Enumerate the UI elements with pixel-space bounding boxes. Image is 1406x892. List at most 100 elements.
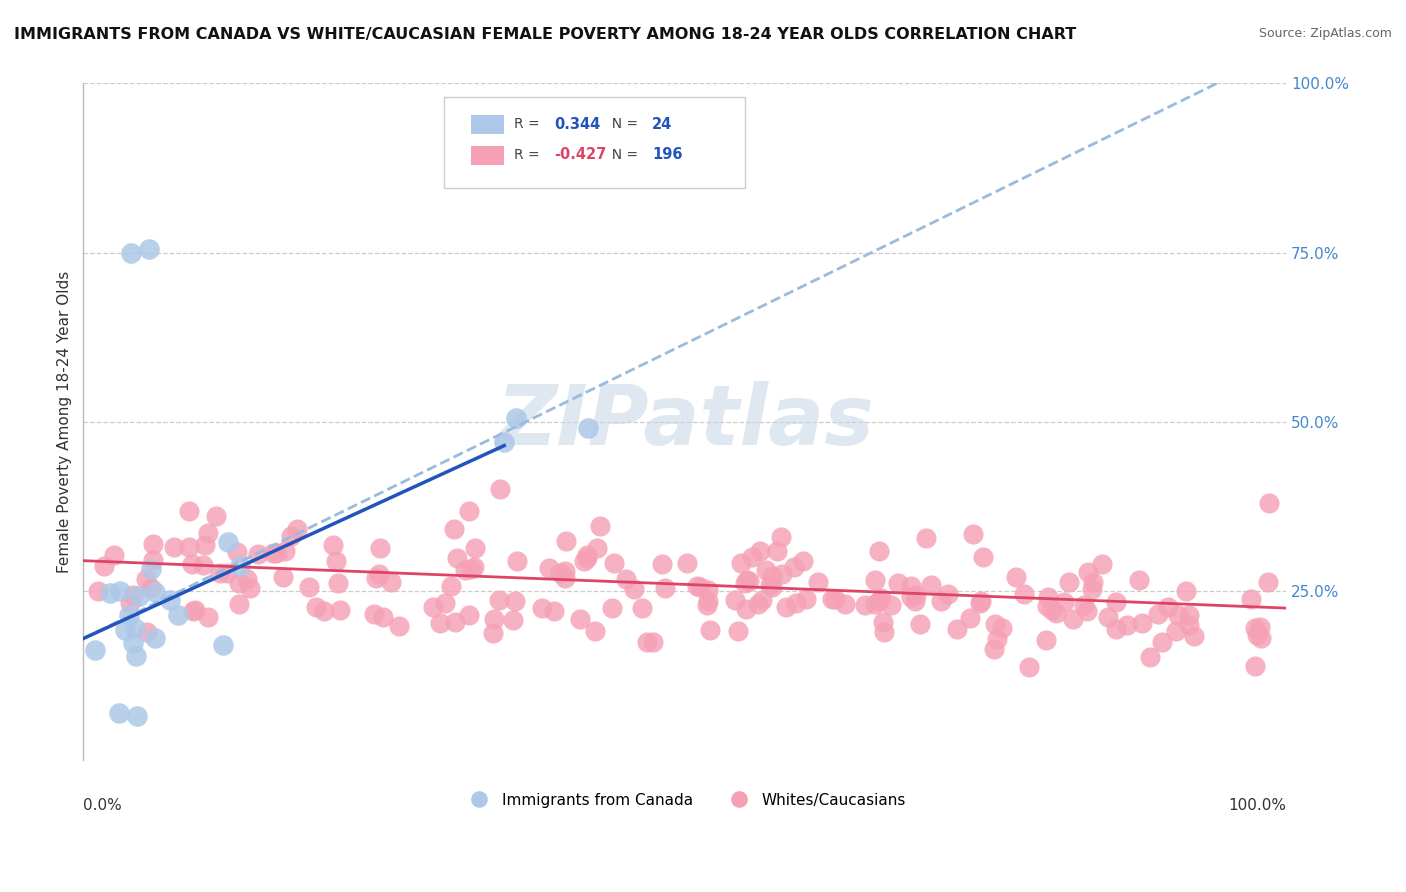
Point: [135, 572, 157, 586]
Point: [298, 580, 321, 594]
Point: [904, 588, 927, 602]
Point: [460, 562, 482, 576]
Point: [821, 591, 844, 606]
Point: [730, 556, 752, 570]
Point: [689, 580, 711, 594]
Point: [228, 597, 250, 611]
Point: [366, 571, 388, 585]
Point: [946, 622, 969, 636]
Point: [1091, 558, 1114, 572]
Point: [749, 543, 772, 558]
Point: [120, 245, 142, 260]
Point: [853, 599, 876, 613]
Point: [443, 522, 465, 536]
Point: [735, 601, 758, 615]
Text: N =: N =: [603, 117, 643, 131]
Point: [727, 624, 749, 639]
Point: [962, 527, 984, 541]
Point: [1076, 603, 1098, 617]
Point: [1257, 574, 1279, 589]
Point: [1073, 598, 1095, 612]
Point: [125, 648, 148, 663]
Point: [530, 601, 553, 615]
Point: [271, 570, 294, 584]
Text: 0.344: 0.344: [555, 117, 600, 131]
Point: [388, 619, 411, 633]
Point: [970, 594, 993, 608]
Point: [616, 572, 638, 586]
Point: [792, 554, 814, 568]
Point: [770, 530, 793, 544]
Point: [440, 579, 463, 593]
Point: [734, 575, 756, 590]
Point: [463, 560, 485, 574]
Point: [177, 540, 200, 554]
Point: [936, 586, 959, 600]
Point: [1035, 632, 1057, 647]
Text: ZIPatlas: ZIPatlas: [496, 382, 873, 462]
Point: [429, 616, 451, 631]
Point: [142, 553, 165, 567]
Point: [98, 585, 121, 599]
Point: [636, 635, 658, 649]
Text: R =: R =: [513, 117, 544, 131]
Point: [775, 599, 797, 614]
Point: [920, 577, 942, 591]
Text: 0.0%: 0.0%: [83, 797, 122, 813]
Point: [1077, 565, 1099, 579]
Point: [1040, 603, 1063, 617]
Point: [574, 554, 596, 568]
Point: [959, 611, 981, 625]
FancyBboxPatch shape: [471, 115, 505, 134]
Point: [228, 559, 250, 574]
Point: [834, 597, 856, 611]
Point: [434, 596, 457, 610]
Point: [870, 591, 893, 606]
Point: [1052, 595, 1074, 609]
Point: [751, 593, 773, 607]
Point: [785, 596, 807, 610]
Text: -0.427: -0.427: [555, 147, 607, 162]
Point: [209, 566, 232, 580]
Point: [863, 597, 886, 611]
Point: [537, 561, 560, 575]
Point: [1018, 660, 1040, 674]
Point: [761, 568, 783, 582]
Point: [1081, 574, 1104, 589]
Point: [929, 594, 952, 608]
Point: [641, 635, 664, 649]
Point: [908, 617, 931, 632]
Point: [696, 598, 718, 612]
Point: [983, 642, 1005, 657]
Point: [118, 596, 141, 610]
Point: [600, 601, 623, 615]
Point: [328, 576, 350, 591]
Point: [630, 601, 652, 615]
Point: [1045, 606, 1067, 620]
Point: [872, 615, 894, 629]
Point: [759, 578, 782, 592]
Point: [197, 526, 219, 541]
Point: [879, 598, 901, 612]
Point: [986, 632, 1008, 646]
Point: [264, 546, 287, 560]
Point: [543, 604, 565, 618]
Point: [211, 638, 233, 652]
Point: [1057, 575, 1080, 590]
Point: [503, 593, 526, 607]
Point: [118, 608, 141, 623]
Point: [191, 558, 214, 573]
Point: [1097, 610, 1119, 624]
Text: 24: 24: [652, 117, 672, 131]
Text: N =: N =: [603, 147, 643, 161]
Point: [197, 610, 219, 624]
Text: Source: ZipAtlas.com: Source: ZipAtlas.com: [1258, 27, 1392, 40]
Point: [314, 604, 336, 618]
Point: [481, 625, 503, 640]
Point: [325, 554, 347, 568]
FancyBboxPatch shape: [471, 145, 505, 165]
Point: [915, 531, 938, 545]
Point: [887, 575, 910, 590]
Point: [761, 581, 783, 595]
Point: [696, 582, 718, 597]
